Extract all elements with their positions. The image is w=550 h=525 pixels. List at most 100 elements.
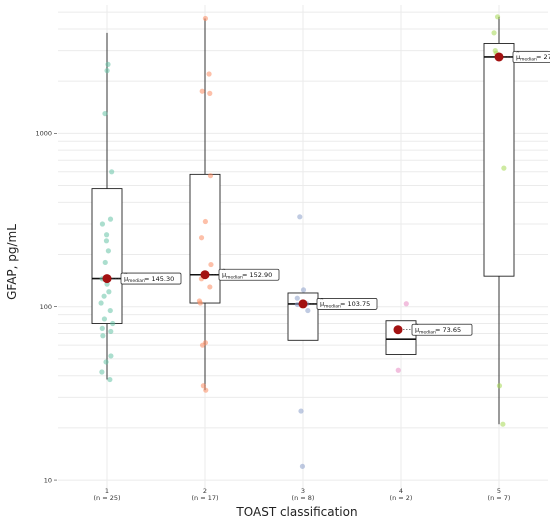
data-point xyxy=(297,214,303,220)
median-marker xyxy=(200,270,210,280)
y-axis-title: GFAP, pg/mL xyxy=(5,224,19,300)
median-label-sub: median xyxy=(520,57,537,63)
data-point xyxy=(99,325,105,331)
data-point xyxy=(102,110,108,117)
median-label-mu: μ xyxy=(124,274,128,282)
median-label-hat: ^ xyxy=(320,297,324,303)
box-group-2: μ^median = 152.90 xyxy=(189,15,280,393)
data-point xyxy=(203,387,209,393)
data-point xyxy=(207,173,214,179)
data-point xyxy=(494,14,501,20)
x-tick-label: 5 xyxy=(497,487,501,495)
median-label-sub: median xyxy=(128,278,145,284)
median-label-value: = 2757.80 xyxy=(536,53,550,61)
data-point xyxy=(106,289,112,295)
box-group-5: μ^median= 2757.80 xyxy=(483,14,550,427)
median-label-hat: ^ xyxy=(516,50,520,56)
data-point xyxy=(491,30,497,36)
x-tick-label: 1 xyxy=(105,487,109,495)
data-point xyxy=(107,307,113,314)
data-point xyxy=(294,295,300,301)
median-label-sub: median xyxy=(226,274,243,280)
x-axis-title: TOAST classification xyxy=(235,505,357,519)
data-point xyxy=(496,383,503,389)
data-point xyxy=(501,165,507,171)
data-point xyxy=(102,259,108,266)
median-label-hat: ^ xyxy=(222,268,226,274)
x-tick-n-label: (n = 2) xyxy=(390,494,413,502)
grid-layer xyxy=(58,5,548,488)
data-point xyxy=(107,216,114,222)
median-label-value: = 152.90 xyxy=(242,271,272,279)
y-tick-label: 10 xyxy=(44,476,52,484)
median-marker xyxy=(102,274,112,284)
data-layer: μ^median = 145.30μ^median = 152.90μ^median… xyxy=(91,14,550,469)
data-point xyxy=(98,300,104,306)
median-marker xyxy=(393,325,403,335)
median-marker xyxy=(494,52,504,62)
x-tick-n-label: (n = 25) xyxy=(93,494,120,502)
data-point xyxy=(395,367,401,373)
median-label-value: = 73.65 xyxy=(435,326,461,334)
data-point xyxy=(196,298,203,304)
data-point xyxy=(207,90,213,96)
data-point xyxy=(107,376,113,383)
x-tick-n-label: (n = 8) xyxy=(292,494,315,502)
data-point xyxy=(500,421,506,427)
median-label-box xyxy=(218,268,280,281)
data-point xyxy=(300,287,307,293)
median-label-value: = 145.30 xyxy=(144,275,174,283)
data-point xyxy=(103,238,110,244)
data-point xyxy=(198,235,205,241)
data-point xyxy=(202,218,208,225)
median-label-box xyxy=(120,272,182,285)
data-point xyxy=(305,307,311,314)
data-point xyxy=(103,232,110,238)
median-marker xyxy=(298,299,308,309)
median-label-mu: μ xyxy=(516,53,520,61)
data-point xyxy=(207,284,213,290)
data-point xyxy=(100,333,106,339)
x-tick-n-label: (n = 7) xyxy=(488,494,511,502)
data-point xyxy=(492,48,498,54)
x-tick-label: 3 xyxy=(301,487,305,495)
box-group-4: μ^median = 73.65 xyxy=(385,301,473,373)
data-point xyxy=(101,293,107,299)
median-label-sub: median xyxy=(419,329,436,335)
median-label-box xyxy=(411,323,473,336)
y-tick-label: 1000 xyxy=(35,130,52,138)
data-point xyxy=(105,61,111,67)
data-point xyxy=(103,359,109,365)
data-point xyxy=(105,248,111,254)
data-point xyxy=(202,15,209,22)
data-point xyxy=(200,383,206,389)
data-point xyxy=(202,340,209,346)
box-group-3: μ^median = 103.75 xyxy=(287,214,378,469)
data-point xyxy=(199,88,205,94)
data-point xyxy=(108,328,114,335)
data-point xyxy=(208,261,214,268)
median-label-value: = 103.75 xyxy=(340,300,370,308)
median-label-hat: ^ xyxy=(124,272,128,278)
median-label-mu: μ xyxy=(320,300,324,308)
iqr-box xyxy=(385,320,417,355)
data-point xyxy=(109,169,115,175)
data-point xyxy=(299,463,306,469)
data-point xyxy=(298,408,304,414)
median-label-mu: μ xyxy=(415,326,419,334)
data-point xyxy=(108,353,114,359)
data-point xyxy=(99,221,106,227)
median-label-box xyxy=(316,298,378,310)
data-point xyxy=(206,71,212,77)
iqr-box xyxy=(189,173,221,304)
data-point xyxy=(101,316,108,322)
x-tick-label: 4 xyxy=(399,487,403,495)
data-point xyxy=(403,301,409,307)
data-point xyxy=(99,369,105,375)
box-group-1: μ^median = 145.30 xyxy=(91,32,182,383)
median-label-box xyxy=(512,51,550,63)
iqr-box xyxy=(91,188,123,324)
